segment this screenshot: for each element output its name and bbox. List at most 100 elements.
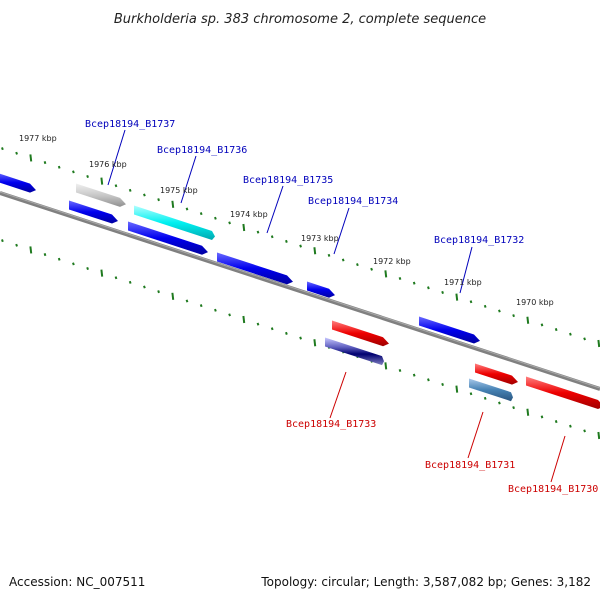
gene-arrow-b1731[interactable] <box>469 378 513 402</box>
tick-rows <box>1 147 600 440</box>
gene-arrow-gray[interactable] <box>76 183 126 207</box>
tick-label: 1971 kbp <box>444 278 482 287</box>
gene-arrow-upstream[interactable] <box>0 173 36 193</box>
gene-label-forward[interactable]: Bcep18194_B1737 <box>85 119 175 130</box>
minor-tick <box>569 332 572 336</box>
gene-arrow-b1732[interactable] <box>419 316 480 344</box>
tick-label: 1974 kbp <box>230 210 268 219</box>
major-tick <box>384 362 388 370</box>
minor-tick <box>15 151 18 155</box>
minor-tick <box>86 174 89 179</box>
minor-tick <box>412 373 416 377</box>
minor-tick <box>498 309 501 313</box>
minor-tick <box>43 161 47 165</box>
minor-tick <box>583 337 586 341</box>
major-tick <box>597 431 600 440</box>
minor-tick <box>356 263 359 267</box>
minor-tick <box>1 239 4 243</box>
gene-arrow-red-b1733[interactable] <box>332 320 389 347</box>
minor-tick <box>72 170 75 174</box>
minor-tick <box>128 188 132 192</box>
gene-label-forward[interactable]: Bcep18194_B1735 <box>243 175 333 186</box>
minor-tick <box>469 392 473 396</box>
gene-arrow-b1730[interactable] <box>526 376 600 410</box>
major-tick <box>171 200 175 208</box>
gene-label-reverse[interactable]: Bcep18194_B1731 <box>425 460 515 471</box>
minor-tick <box>86 266 89 271</box>
minor-tick <box>114 184 118 188</box>
gene-label-forward[interactable]: Bcep18194_B1736 <box>157 145 247 156</box>
gene-label-forward[interactable]: Bcep18194_B1734 <box>308 196 398 207</box>
minor-tick <box>512 314 515 318</box>
minor-tick <box>57 165 61 169</box>
minor-tick <box>270 327 274 331</box>
major-tick <box>29 246 33 254</box>
gene-label-reverse[interactable]: Bcep18194_B1733 <box>286 419 376 430</box>
minor-tick <box>43 253 47 257</box>
gene-labels: Bcep18194_B1737 Bcep18194_B1736 Bcep1819… <box>85 119 598 495</box>
minor-tick <box>214 308 217 312</box>
minor-tick <box>540 323 544 327</box>
minor-tick <box>72 262 75 266</box>
minor-tick <box>441 290 444 294</box>
minor-tick <box>128 280 132 284</box>
gene-arrow-small[interactable] <box>307 281 335 298</box>
gene-arrow-b1735[interactable] <box>128 221 208 255</box>
chromosome-backbone-highlight <box>0 191 600 389</box>
minor-tick <box>540 415 544 419</box>
label-leader-line <box>180 155 197 204</box>
minor-tick <box>441 382 444 386</box>
major-tick <box>455 385 459 393</box>
minor-tick <box>114 276 118 280</box>
major-tick <box>242 223 246 232</box>
major-tick <box>100 177 104 185</box>
minor-tick <box>299 244 302 248</box>
gene-arrow-b1731-red[interactable] <box>475 363 518 385</box>
major-tick <box>171 292 175 300</box>
major-tick <box>100 269 104 277</box>
tick-label: 1976 kbp <box>89 160 127 169</box>
minor-tick <box>185 299 189 303</box>
gene-arrow-b1736[interactable] <box>134 205 215 241</box>
minor-tick <box>299 336 302 340</box>
minor-tick <box>498 401 501 405</box>
tick-label: 1977 kbp <box>19 134 57 143</box>
minor-tick <box>370 267 373 271</box>
gene-label-reverse[interactable]: Bcep18194_B1730 <box>508 484 598 495</box>
minor-tick <box>554 328 558 332</box>
minor-tick <box>285 331 288 335</box>
minor-tick <box>228 313 231 317</box>
minor-tick <box>157 198 160 202</box>
label-leader-line <box>266 185 284 234</box>
minor-tick <box>143 193 146 197</box>
minor-tick <box>469 300 473 304</box>
label-leader-line <box>550 435 566 483</box>
accession-text: Accession: NC_007511 <box>9 575 145 589</box>
minor-tick <box>228 221 231 225</box>
major-tick <box>29 154 33 162</box>
gene-arrow-b1734[interactable] <box>217 252 293 285</box>
tick-labels: 1977 kbp 1976 kbp 1975 kbp 1974 kbp 1973… <box>19 134 554 307</box>
minor-tick <box>143 285 146 289</box>
minor-tick <box>327 253 331 257</box>
minor-tick <box>569 424 572 428</box>
minor-tick <box>512 406 515 410</box>
label-leader-line <box>333 207 350 255</box>
gene-arrow-b1737[interactable] <box>69 200 118 224</box>
tick-label: 1972 kbp <box>373 257 411 266</box>
gene-arrow-b1733[interactable] <box>325 337 384 366</box>
minor-tick <box>57 257 61 261</box>
minor-tick <box>412 281 416 285</box>
minor-tick <box>554 420 558 424</box>
minor-tick <box>398 277 402 281</box>
minor-tick <box>483 304 487 308</box>
minor-tick <box>427 286 430 290</box>
gene-label-forward[interactable]: Bcep18194_B1732 <box>434 235 524 246</box>
major-tick <box>455 293 459 301</box>
major-tick <box>597 339 600 348</box>
major-tick <box>526 316 530 324</box>
minor-tick <box>199 212 203 216</box>
minor-tick <box>15 243 18 247</box>
minor-tick <box>427 378 430 382</box>
